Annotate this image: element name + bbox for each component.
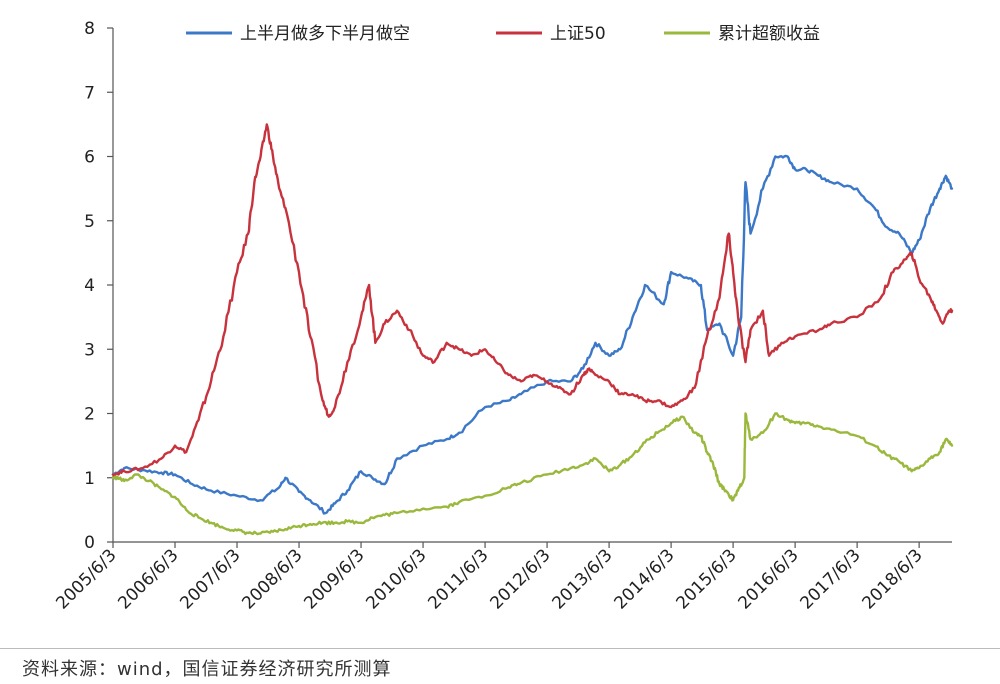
legend-label-0: 上半月做多下半月做空 [240,24,410,44]
series-line-0 [111,154,954,515]
x-tick-label: 2008/6/3 [238,545,306,613]
divider [0,648,1000,649]
x-tick-label: 2014/6/3 [610,545,678,613]
legend-label-1: 上证50 [550,24,606,44]
y-tick-label: 5 [84,212,95,232]
source-note: 资料来源：wind，国信证券经济研究所测算 [22,659,392,680]
x-tick-label: 2012/6/3 [486,545,554,613]
series-group [111,123,954,536]
y-tick-label: 0 [84,533,95,553]
legend-label-2: 累计超额收益 [718,24,820,44]
x-tick-label: 2015/6/3 [673,545,741,613]
x-tick-label: 2005/6/3 [52,545,120,613]
y-axis: 0 1 2 3 4 5 6 7 8 [84,19,114,553]
y-tick-label: 2 [84,405,95,425]
x-tick-label: 2007/6/3 [176,545,244,613]
y-tick-label: 6 [84,148,95,168]
x-tick-label: 2018/6/3 [859,545,927,613]
x-tick-label: 2006/6/3 [114,545,182,613]
y-tick-label: 4 [84,276,95,296]
y-tick-label: 3 [84,340,95,360]
x-tick-label: 2010/6/3 [362,545,430,613]
x-tick-label: 2011/6/3 [424,545,492,613]
y-tick-label: 7 [84,83,95,103]
x-tick-label: 2009/6/3 [300,545,368,613]
series-line-1 [111,123,954,477]
x-tick-label: 2017/6/3 [797,545,865,613]
y-tick-label: 1 [84,469,95,489]
x-axis: 2005/6/32006/6/32007/6/32008/6/32009/6/3… [52,541,952,614]
x-tick-label: 2013/6/3 [548,545,616,613]
legend: 上半月做多下半月做空 上证50 累计超额收益 [186,24,820,44]
series-line-2 [111,412,954,536]
y-tick-label: 8 [84,19,95,39]
x-tick-label: 2016/6/3 [735,545,803,613]
